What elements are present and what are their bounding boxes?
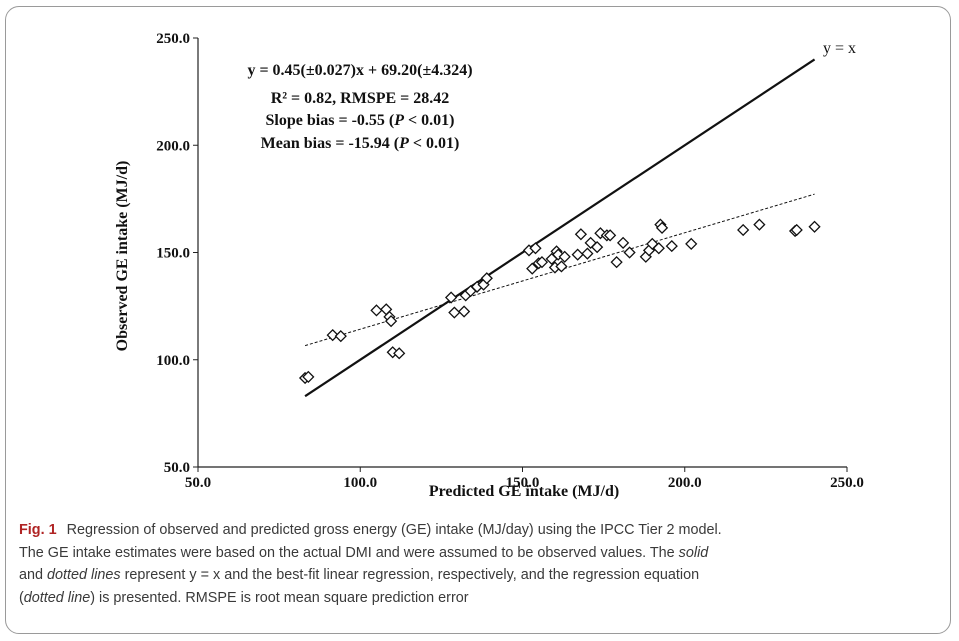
data-point [623, 246, 636, 259]
scatter-plot: 50.0 100.0 150.0 200.0 250.0 50.0 100.0 150.0 20… [114, 31, 864, 500]
data-point [581, 247, 594, 260]
data-point [370, 304, 383, 317]
data-point [558, 250, 571, 263]
data-point [652, 242, 665, 255]
r-squared-annotation: R² = 0.82, RMSPE = 28.42 [271, 90, 450, 107]
lines [304, 58, 816, 398]
data-point [334, 330, 347, 343]
data-point [808, 220, 821, 233]
identity-line [304, 58, 816, 398]
caption-line-1: Fig. 1 Regression of observed and predic… [19, 522, 722, 538]
slope-bias-annotation: Slope bias = -0.55 (P < 0.01) [266, 112, 455, 129]
data-point [616, 236, 630, 249]
data-point [571, 248, 584, 261]
y-tick-label: 100.0 [156, 353, 190, 369]
data-point [393, 347, 406, 360]
data-point [753, 218, 766, 231]
data-point [302, 370, 315, 384]
data-point [603, 229, 617, 242]
x-tick-label: 150.0 [506, 475, 540, 491]
data-point [790, 223, 803, 237]
y-tick-label: 200.0 [156, 138, 190, 154]
caption-line-4: (dotted line) is presented. RMSPE is roo… [19, 589, 469, 606]
data-point [552, 248, 565, 261]
data-point [384, 315, 398, 328]
x-tick-label: 200.0 [668, 475, 702, 491]
data-points [298, 218, 821, 385]
y-axis-label: Observed GE intake (MJ/d) [114, 161, 131, 352]
data-point [591, 241, 604, 254]
x-tick-label: 50.0 [185, 475, 211, 491]
y-tick-label: 250.0 [156, 31, 190, 47]
data-point [655, 221, 669, 234]
data-point [737, 223, 750, 237]
identity-line-label: y = x [823, 40, 856, 57]
caption-line-3: and dotted lines represent y = x and the… [19, 567, 700, 583]
data-point [480, 272, 493, 285]
data-point [326, 328, 339, 342]
data-point [457, 305, 471, 318]
data-point [646, 237, 659, 251]
data-point [610, 256, 623, 269]
axes [193, 37, 848, 472]
data-point [574, 228, 588, 241]
data-point [584, 236, 597, 249]
x-axis-label: Predicted GE intake (MJ/d) [429, 483, 619, 500]
data-point [526, 262, 539, 275]
equation-annotation: y = 0.45(±0.027)x + 69.20(±4.324) [247, 62, 472, 79]
mean-bias-annotation: Mean bias = -15.94 (P < 0.01) [261, 135, 460, 152]
y-tick-label: 50.0 [164, 460, 190, 476]
data-point [448, 306, 461, 319]
caption-line-2: The GE intake estimates were based on th… [19, 544, 709, 561]
data-point [444, 291, 458, 304]
figure-number: Fig. 1 [19, 522, 57, 538]
data-point [535, 256, 549, 269]
data-point [529, 242, 542, 255]
data-point [665, 239, 678, 253]
x-tick-label: 100.0 [343, 475, 377, 491]
figure-frame [5, 6, 951, 634]
y-tick-label: 150.0 [156, 246, 190, 262]
data-point [685, 237, 698, 251]
x-tick-label: 250.0 [830, 475, 864, 491]
tick-labels: 50.0 100.0 150.0 200.0 250.0 50.0 100.0 150.0 20… [156, 31, 864, 491]
data-point [555, 260, 568, 273]
figure-caption: Fig. 1 Regression of observed and predic… [19, 519, 939, 609]
